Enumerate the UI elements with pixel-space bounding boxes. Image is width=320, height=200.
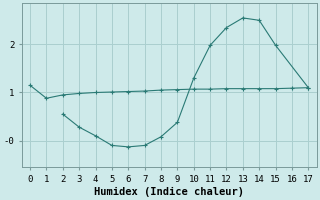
X-axis label: Humidex (Indice chaleur): Humidex (Indice chaleur) <box>94 186 244 197</box>
